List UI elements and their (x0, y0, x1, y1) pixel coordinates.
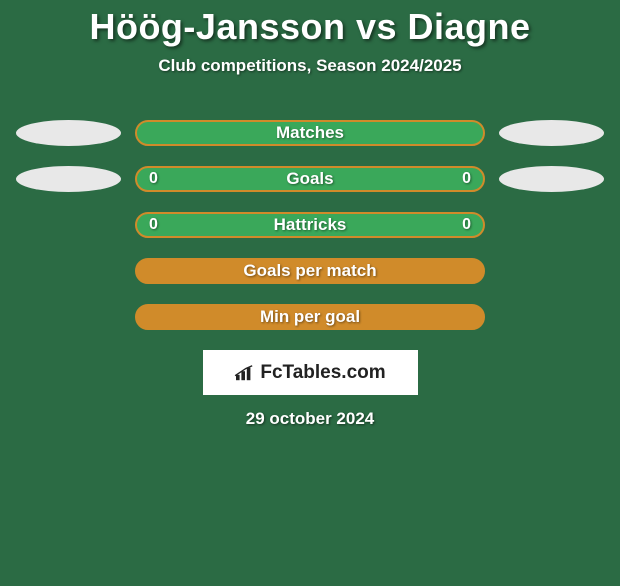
footer-date: 29 october 2024 (0, 409, 620, 429)
stat-value-right: 0 (462, 216, 471, 234)
right-ellipse (499, 166, 604, 192)
ellipse-spacer (16, 304, 121, 330)
page-subtitle: Club competitions, Season 2024/2025 (0, 56, 620, 76)
stat-label: Hattricks (274, 215, 347, 235)
ellipse-spacer (499, 212, 604, 238)
stat-label: Min per goal (260, 307, 360, 327)
logo-box: FcTables.com (203, 350, 418, 395)
logo: FcTables.com (234, 362, 385, 384)
stat-row-min-per-goal: Min per goal (0, 304, 620, 330)
logo-text: FcTables.com (260, 362, 385, 384)
bar-chart-icon (234, 364, 256, 382)
stat-value-right: 0 (462, 170, 471, 188)
stat-label: Goals per match (243, 261, 376, 281)
page-title: Höög-Jansson vs Diagne (0, 6, 620, 48)
left-ellipse (16, 166, 121, 192)
stat-bar: 0 Goals 0 (135, 166, 485, 192)
stat-value-left: 0 (149, 216, 158, 234)
stat-bar: Min per goal (135, 304, 485, 330)
ellipse-spacer (16, 258, 121, 284)
stat-bar: Goals per match (135, 258, 485, 284)
ellipse-spacer (499, 258, 604, 284)
stat-label: Matches (276, 123, 344, 143)
left-ellipse (16, 120, 121, 146)
stat-row-goals: 0 Goals 0 (0, 166, 620, 192)
stat-row-goals-per-match: Goals per match (0, 258, 620, 284)
stat-label: Goals (286, 169, 333, 189)
stat-row-matches: Matches (0, 120, 620, 146)
ellipse-spacer (16, 212, 121, 238)
stats-container: Matches 0 Goals 0 0 Hattricks 0 Goals pe… (0, 120, 620, 330)
stat-value-left: 0 (149, 170, 158, 188)
stat-bar: Matches (135, 120, 485, 146)
right-ellipse (499, 120, 604, 146)
stat-row-hattricks: 0 Hattricks 0 (0, 212, 620, 238)
stat-bar: 0 Hattricks 0 (135, 212, 485, 238)
ellipse-spacer (499, 304, 604, 330)
